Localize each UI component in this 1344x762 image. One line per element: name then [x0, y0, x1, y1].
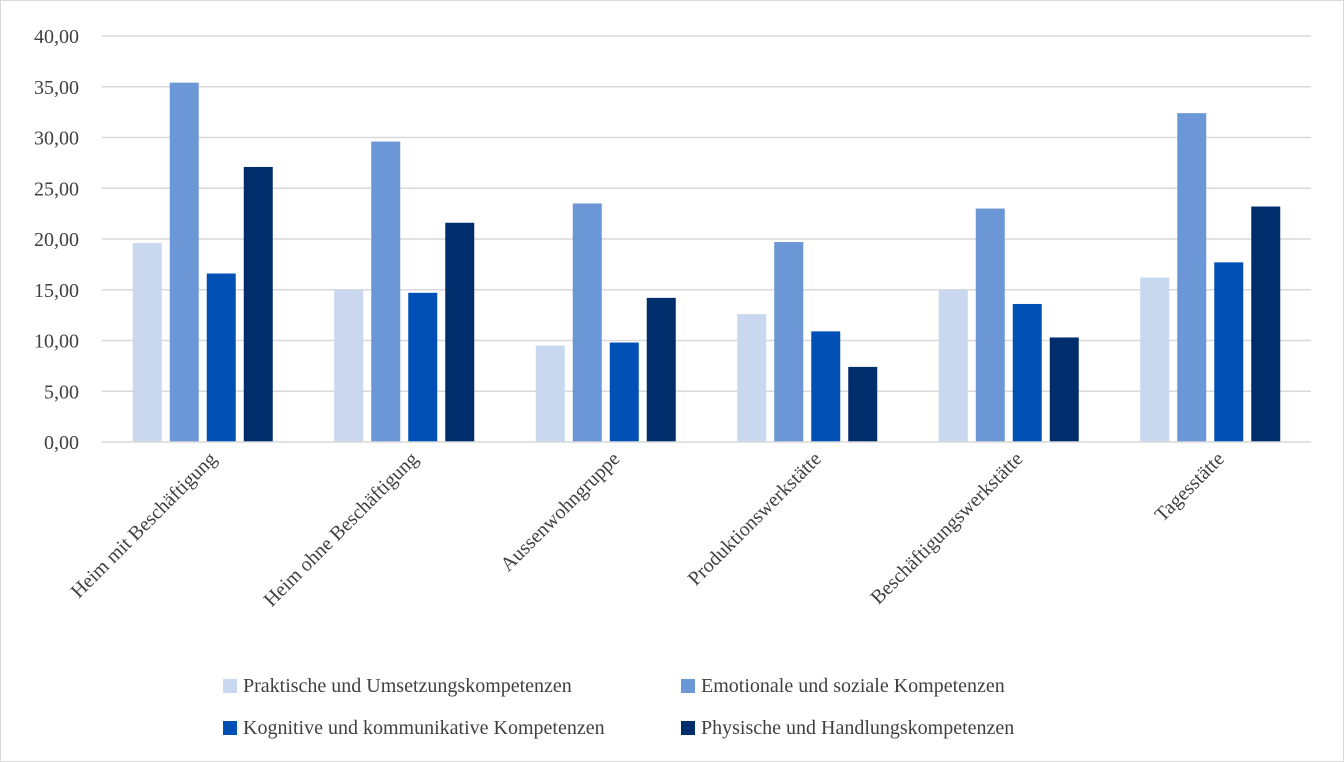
legend-swatch: [223, 721, 237, 735]
bar: [535, 345, 565, 442]
y-tick-label: 40,00: [34, 26, 79, 48]
bar: [445, 222, 475, 442]
bar: [938, 289, 968, 442]
bar: [572, 203, 602, 442]
x-category-label: Beschäftigungswerkstätte: [866, 448, 1027, 609]
bar: [737, 314, 767, 442]
bar: [1140, 277, 1170, 442]
bar: [1012, 303, 1042, 442]
y-axis-tick-labels: 0,00 5,00 10,00 15,00 20,00 25,00 30,00 35,00 40…: [34, 26, 79, 454]
bar: [408, 292, 438, 442]
y-tick-label: 5,00: [44, 381, 79, 403]
y-tick-label: 10,00: [34, 331, 79, 353]
bar: [1049, 337, 1079, 442]
legend-swatch: [223, 679, 237, 693]
bar: [169, 82, 199, 442]
legend-swatch: [681, 679, 695, 693]
legend-label: Physische und Handlungskompetenzen: [701, 717, 1014, 739]
y-tick-label: 15,00: [34, 280, 79, 302]
legend-label: Kognitive und kommunikative Kompetenzen: [243, 717, 605, 739]
y-tick-label: 0,00: [44, 432, 79, 454]
y-tick-label: 20,00: [34, 229, 79, 251]
legend-label: Emotionale und soziale Kompetenzen: [701, 675, 1005, 697]
y-tick-label: 25,00: [34, 178, 79, 200]
bar: [206, 273, 236, 442]
bar: [811, 331, 841, 442]
x-category-label: Heim ohne Beschäftigung: [260, 448, 423, 611]
legend-swatch: [681, 721, 695, 735]
bar: [1214, 262, 1244, 442]
bar: [975, 208, 1005, 442]
legend-label: Praktische und Umsetzungskompetenzen: [243, 675, 572, 697]
x-category-label: Heim mit Beschäftigung: [67, 448, 222, 603]
bar: [774, 242, 804, 442]
x-category-label: Tagesstätte: [1151, 448, 1229, 526]
bar: [132, 243, 162, 442]
bar: [1251, 206, 1281, 442]
bar: [1177, 113, 1207, 442]
bar: [334, 289, 364, 442]
bar: [609, 342, 639, 442]
gridlines: [102, 35, 1311, 392]
x-category-label: Produktionswerkstätte: [684, 448, 826, 590]
x-category-label: Aussenwohngruppe: [496, 448, 624, 576]
bar: [848, 366, 878, 442]
x-axis-category-labels: Heim mit Beschäftigung Heim ohne Beschäft…: [67, 448, 1229, 611]
legend: Praktische und Umsetzungskompetenzen Emot…: [223, 675, 1014, 739]
bar: [371, 141, 401, 442]
bars: [132, 82, 1281, 442]
y-tick-label: 30,00: [34, 128, 79, 150]
y-tick-label: 35,00: [34, 77, 79, 99]
bar: [646, 297, 676, 442]
bar: [243, 166, 273, 442]
